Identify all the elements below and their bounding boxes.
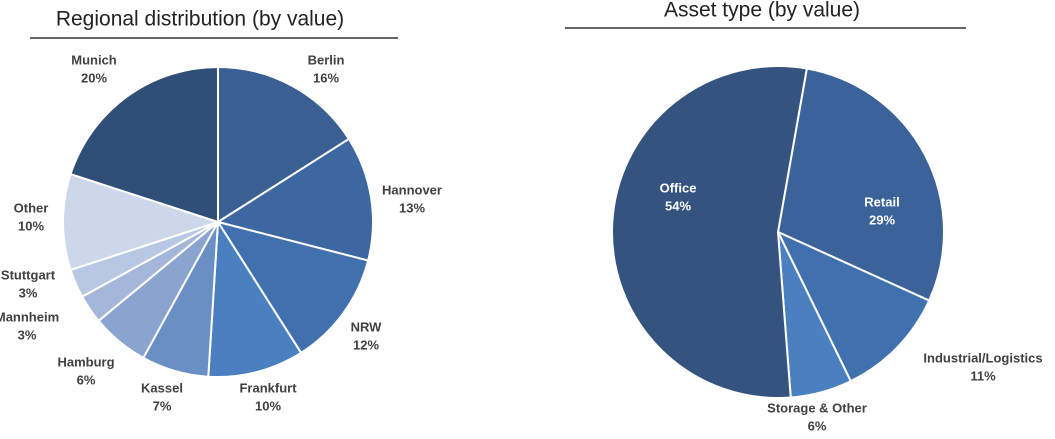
slice-label: Kassel xyxy=(141,380,183,395)
slice-value: 11% xyxy=(970,368,996,383)
slice-label: Berlin xyxy=(308,52,345,67)
slice-value: 12% xyxy=(353,337,379,352)
slice-value: 3% xyxy=(19,285,38,300)
pie-slice xyxy=(217,65,351,224)
slice-label: Industrial/Logistics xyxy=(923,350,1042,365)
slice-label: Stuttgart xyxy=(1,267,56,282)
slice-value: 29% xyxy=(869,212,895,227)
slice-value: 16% xyxy=(313,70,339,85)
pie-slice xyxy=(215,137,374,262)
slice-label: Munich xyxy=(71,52,117,67)
slice-label: Mannheim xyxy=(0,309,59,324)
slice-value: 10% xyxy=(18,218,44,233)
slice-label: Storage & Other xyxy=(767,400,867,415)
slice-value: 7% xyxy=(153,398,172,413)
slice-label: Other xyxy=(14,200,49,215)
slice-value: 20% xyxy=(81,70,107,85)
slice-label: Hannover xyxy=(382,182,442,197)
pie-slice xyxy=(215,220,370,355)
slice-label: Hamburg xyxy=(57,354,114,369)
pie-slice xyxy=(611,65,808,399)
slice-value: 10% xyxy=(255,398,281,413)
pie-slice xyxy=(775,229,931,383)
slice-label: Retail xyxy=(864,194,899,209)
slice-value: 3% xyxy=(18,327,37,342)
slice-label: Office xyxy=(660,180,697,195)
pie-slice xyxy=(776,67,945,302)
slice-label: NRW xyxy=(351,319,383,334)
pie-slice xyxy=(62,172,222,272)
pie-slice xyxy=(69,65,219,224)
slice-value: 6% xyxy=(808,418,827,433)
slice-label: Frankfurt xyxy=(239,380,297,395)
slice-value: 54% xyxy=(665,198,691,213)
slice-value: 6% xyxy=(77,372,96,387)
chart-title: Asset type (by value) xyxy=(664,0,860,22)
slice-value: 13% xyxy=(399,200,425,215)
chart-title: Regional distribution (by value) xyxy=(56,8,344,31)
pie-slice xyxy=(207,218,303,378)
